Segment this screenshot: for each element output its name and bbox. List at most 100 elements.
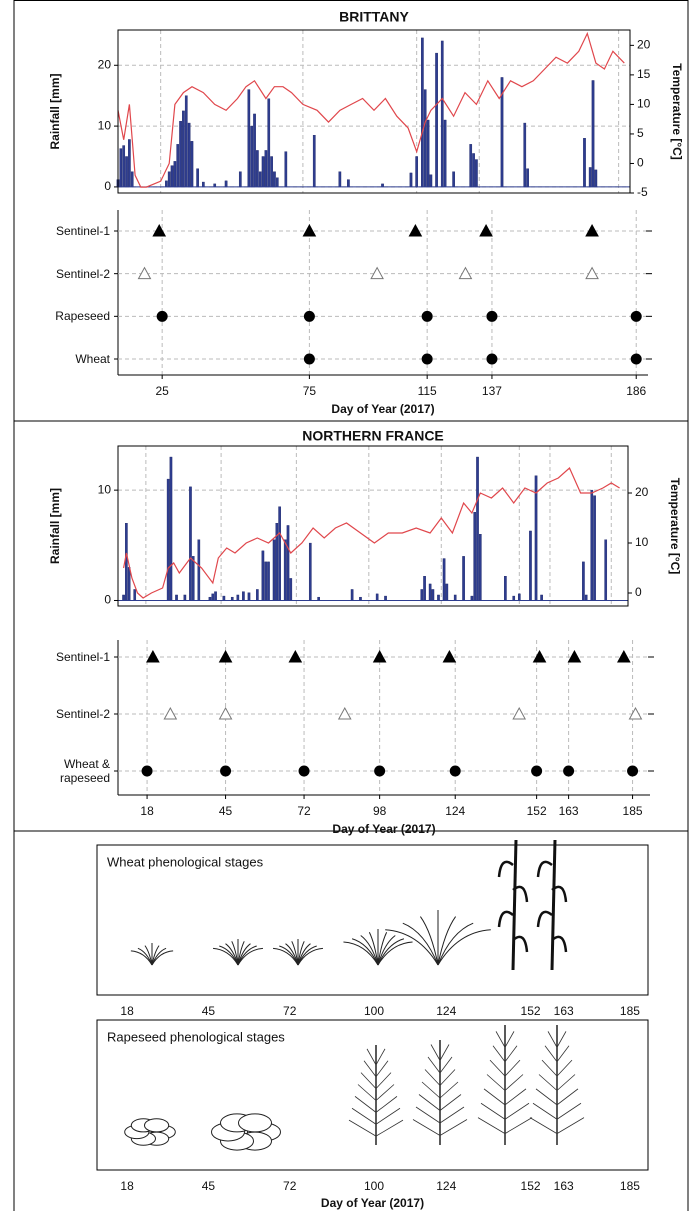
x-tick-label: 152 xyxy=(521,1004,541,1018)
x-tick-label: 185 xyxy=(620,1004,640,1018)
x-tick-label: 72 xyxy=(297,804,311,818)
rain-bar xyxy=(119,148,123,188)
x-tick-label: 152 xyxy=(521,1179,541,1193)
x-tick-label: 185 xyxy=(620,1179,640,1193)
rain-bar xyxy=(247,89,251,188)
rain-bar xyxy=(440,40,444,188)
rain-bar xyxy=(236,594,240,601)
plant-drawing xyxy=(477,1117,533,1134)
plant-drawing xyxy=(343,941,379,966)
rain-bar xyxy=(167,171,171,188)
rain-bar xyxy=(384,595,387,601)
x-tick-label: 152 xyxy=(527,804,547,818)
x-tick-label: 186 xyxy=(626,384,646,398)
rain-bar xyxy=(590,489,594,601)
x-axis-label: Day of Year (2017) xyxy=(332,822,435,836)
rain-bar xyxy=(437,594,440,601)
rain-bar xyxy=(250,125,254,188)
rain-bar xyxy=(582,561,585,601)
rain-bar xyxy=(286,525,290,601)
rain-bar xyxy=(289,578,293,601)
stage-frame xyxy=(96,844,649,996)
plant-drawing xyxy=(544,1045,570,1062)
rain-bar xyxy=(284,151,288,188)
rain-bar xyxy=(517,593,521,601)
rain-bar xyxy=(270,156,273,188)
rain-bar xyxy=(428,583,432,601)
plant-drawing xyxy=(377,941,413,966)
acquisition-marker xyxy=(421,310,433,322)
row-label: Wheat xyxy=(75,352,110,366)
acquisition-marker xyxy=(627,765,639,777)
chart-title: NORTHERN FRANCE xyxy=(302,428,444,444)
stage-title: Rapeseed phenological stages xyxy=(107,1029,285,1044)
rain-bar xyxy=(278,506,281,601)
plant-drawing xyxy=(512,885,529,903)
plant-drawing xyxy=(424,1069,456,1086)
acquisition-marker xyxy=(370,266,384,280)
acquisition-marker xyxy=(532,649,547,663)
plant-drawing xyxy=(357,1084,395,1101)
rain-bar xyxy=(238,171,242,188)
x-tick-label: 124 xyxy=(436,1179,456,1193)
rain-bar xyxy=(242,591,245,601)
rain-bar xyxy=(190,141,194,188)
plant-drawing xyxy=(291,941,299,966)
x-tick-label: 72 xyxy=(283,1004,297,1018)
rain-bar xyxy=(264,561,268,601)
acquisition-marker xyxy=(479,223,493,237)
rain-bar xyxy=(267,98,271,188)
row-label-text: Sentinel-2 xyxy=(55,266,110,281)
rain-bar xyxy=(604,539,608,601)
plant-drawing xyxy=(368,932,379,966)
y-tick-label: 10 xyxy=(98,118,112,132)
x-tick-label: 45 xyxy=(202,1179,216,1193)
plant-drawing xyxy=(492,1045,518,1062)
x-tick-label: 75 xyxy=(303,384,317,398)
rain-bar xyxy=(256,150,259,188)
plant-drawing xyxy=(273,947,299,966)
rain-bar xyxy=(591,80,595,188)
rain-bar xyxy=(504,576,507,601)
plant-drawing xyxy=(297,945,317,966)
acquisition-marker xyxy=(303,310,315,322)
rain-bar xyxy=(338,171,342,188)
acquisition-marker xyxy=(628,706,643,720)
rain-bar xyxy=(423,576,426,601)
rain-bar xyxy=(247,592,251,601)
x-axis-label: Day of Year (2017) xyxy=(321,1196,424,1210)
plant-drawing xyxy=(360,935,379,966)
rain-bar xyxy=(475,159,478,188)
plant-drawing xyxy=(366,1048,386,1066)
rain-bar xyxy=(170,165,174,188)
y2-axis-label: Temperature [°C] xyxy=(670,63,684,160)
rain-bar xyxy=(283,539,287,601)
plant-drawing xyxy=(535,1088,579,1106)
row-label-text: Sentinel-2 xyxy=(55,707,110,721)
rain-bar xyxy=(435,52,438,188)
acquisition-marker xyxy=(220,765,232,777)
rain-bar xyxy=(127,567,131,601)
row-label: Sentinel-1 xyxy=(56,224,110,238)
rain-bar xyxy=(191,556,195,601)
plant-drawing xyxy=(550,839,557,971)
rain-bar xyxy=(267,561,270,601)
acquisition-marker xyxy=(512,706,527,720)
rain-bar xyxy=(420,589,424,601)
rain-bar xyxy=(583,138,586,188)
rain-bar xyxy=(169,456,173,601)
acquisition-marker xyxy=(442,649,457,663)
plant-drawing xyxy=(437,929,491,966)
rain-bar xyxy=(253,113,256,188)
plant-drawing xyxy=(144,945,153,966)
plant-drawing xyxy=(402,922,439,966)
acquisition-marker xyxy=(152,223,167,237)
acquisition-marker xyxy=(302,223,317,237)
rain-bar xyxy=(189,486,192,601)
y2-tick-label: -5 xyxy=(637,185,648,199)
acquisition-marker xyxy=(630,353,642,365)
acquisition-marker xyxy=(486,353,498,365)
x-tick-label: 18 xyxy=(140,804,154,818)
acquisition-marker xyxy=(137,266,152,280)
plant-drawing xyxy=(418,1094,462,1111)
